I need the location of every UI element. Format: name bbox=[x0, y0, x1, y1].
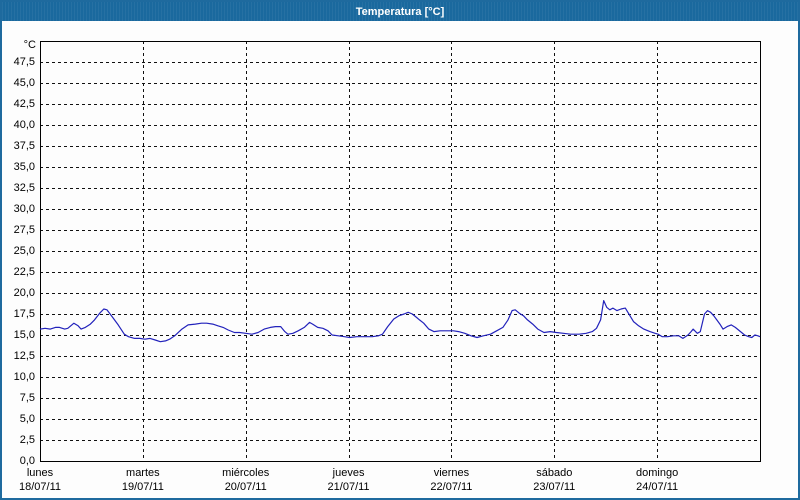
day-name-label: sábado bbox=[536, 467, 573, 479]
day-date-label: 19/07/11 bbox=[121, 481, 164, 493]
y-tick-label: 47,5 bbox=[13, 56, 35, 68]
y-tick-label: 27,5 bbox=[13, 224, 35, 236]
y-tick-label: 22,5 bbox=[13, 266, 35, 278]
y-tick-label: 25,0 bbox=[13, 245, 35, 257]
plot-frame bbox=[40, 41, 761, 462]
y-tick-label: 35,0 bbox=[13, 161, 35, 173]
day-name-label: lunes bbox=[26, 467, 54, 479]
day-date-label: 24/07/11 bbox=[636, 481, 679, 493]
y-tick-label: 0,0 bbox=[19, 455, 35, 467]
y-tick-label: 10,0 bbox=[13, 371, 35, 383]
day-date-label: 18/07/11 bbox=[18, 481, 61, 493]
day-name-label: jueves bbox=[332, 467, 365, 479]
y-tick-label: 45,0 bbox=[13, 77, 35, 89]
day-name-label: miércoles bbox=[222, 467, 270, 479]
y-tick-label: 20,0 bbox=[13, 287, 35, 299]
day-name-label: martes bbox=[126, 467, 160, 479]
day-name-label: domingo bbox=[636, 467, 679, 479]
y-tick-label: 32,5 bbox=[13, 182, 35, 194]
y-tick-label: 17,5 bbox=[13, 308, 35, 320]
y-tick-label: 30,0 bbox=[13, 203, 35, 215]
y-tick-label: 37,5 bbox=[13, 140, 35, 152]
day-date-label: 20/07/11 bbox=[224, 481, 267, 493]
window-titlebar: Temperatura [°C] bbox=[2, 2, 798, 21]
y-tick-label: 5,0 bbox=[19, 413, 35, 425]
y-tick-label: 15,0 bbox=[13, 329, 35, 341]
day-name-label: viernes bbox=[433, 467, 470, 479]
day-date-label: 22/07/11 bbox=[430, 481, 473, 493]
y-tick-label: 2,5 bbox=[19, 434, 35, 446]
y-tick-label: 40,0 bbox=[13, 119, 35, 131]
day-date-label: 21/07/11 bbox=[327, 481, 370, 493]
window-title: Temperatura [°C] bbox=[355, 6, 445, 18]
y-tick-label: 42,5 bbox=[13, 98, 35, 110]
y-tick-label: 12,5 bbox=[13, 350, 35, 362]
temperature-line bbox=[39, 300, 761, 343]
y-axis-unit-label: °C bbox=[23, 39, 36, 51]
y-tick-label: 7,5 bbox=[19, 392, 35, 404]
day-date-label: 23/07/11 bbox=[533, 481, 576, 493]
